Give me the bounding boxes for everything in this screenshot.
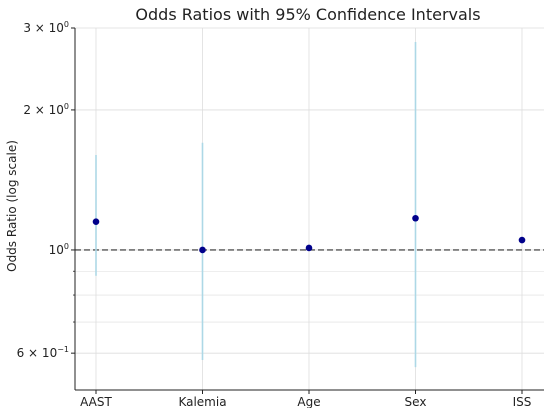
axes: 3 × 100 2 × 100 100 6 × 10−1 AAST Kalemia Age S…	[17, 20, 544, 408]
x-tick-label: ISS	[513, 395, 532, 408]
data-points	[92, 214, 526, 254]
grid	[75, 27, 544, 390]
error-bars	[95, 41, 417, 368]
data-point-iss	[518, 236, 526, 244]
y-tick-label: 6 × 10−1	[17, 345, 69, 360]
data-point-age	[305, 244, 313, 252]
data-point-kalemia	[199, 246, 206, 254]
data-point-aast	[92, 218, 100, 226]
y-tick-label: 3 × 100	[23, 20, 69, 35]
x-tick-label: Age	[297, 395, 320, 408]
y-axis-label: Odds Ratio (log scale)	[5, 140, 19, 272]
x-tick-label: Sex	[405, 395, 427, 408]
x-tick-label: AAST	[80, 395, 112, 408]
x-tick-label: Kalemia	[178, 395, 226, 408]
data-point-sex	[412, 214, 419, 222]
y-tick-label: 100	[49, 242, 69, 257]
chart-title: Odds Ratios with 95% Confidence Interval…	[135, 5, 480, 24]
y-tick-label: 2 × 100	[23, 102, 69, 117]
